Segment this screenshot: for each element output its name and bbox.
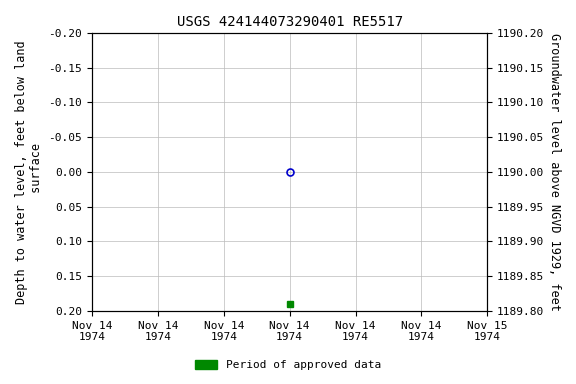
- Legend: Period of approved data: Period of approved data: [191, 356, 385, 375]
- Title: USGS 424144073290401 RE5517: USGS 424144073290401 RE5517: [177, 15, 403, 29]
- Y-axis label: Groundwater level above NGVD 1929, feet: Groundwater level above NGVD 1929, feet: [548, 33, 561, 311]
- Y-axis label: Depth to water level, feet below land
 surface: Depth to water level, feet below land su…: [15, 40, 43, 304]
